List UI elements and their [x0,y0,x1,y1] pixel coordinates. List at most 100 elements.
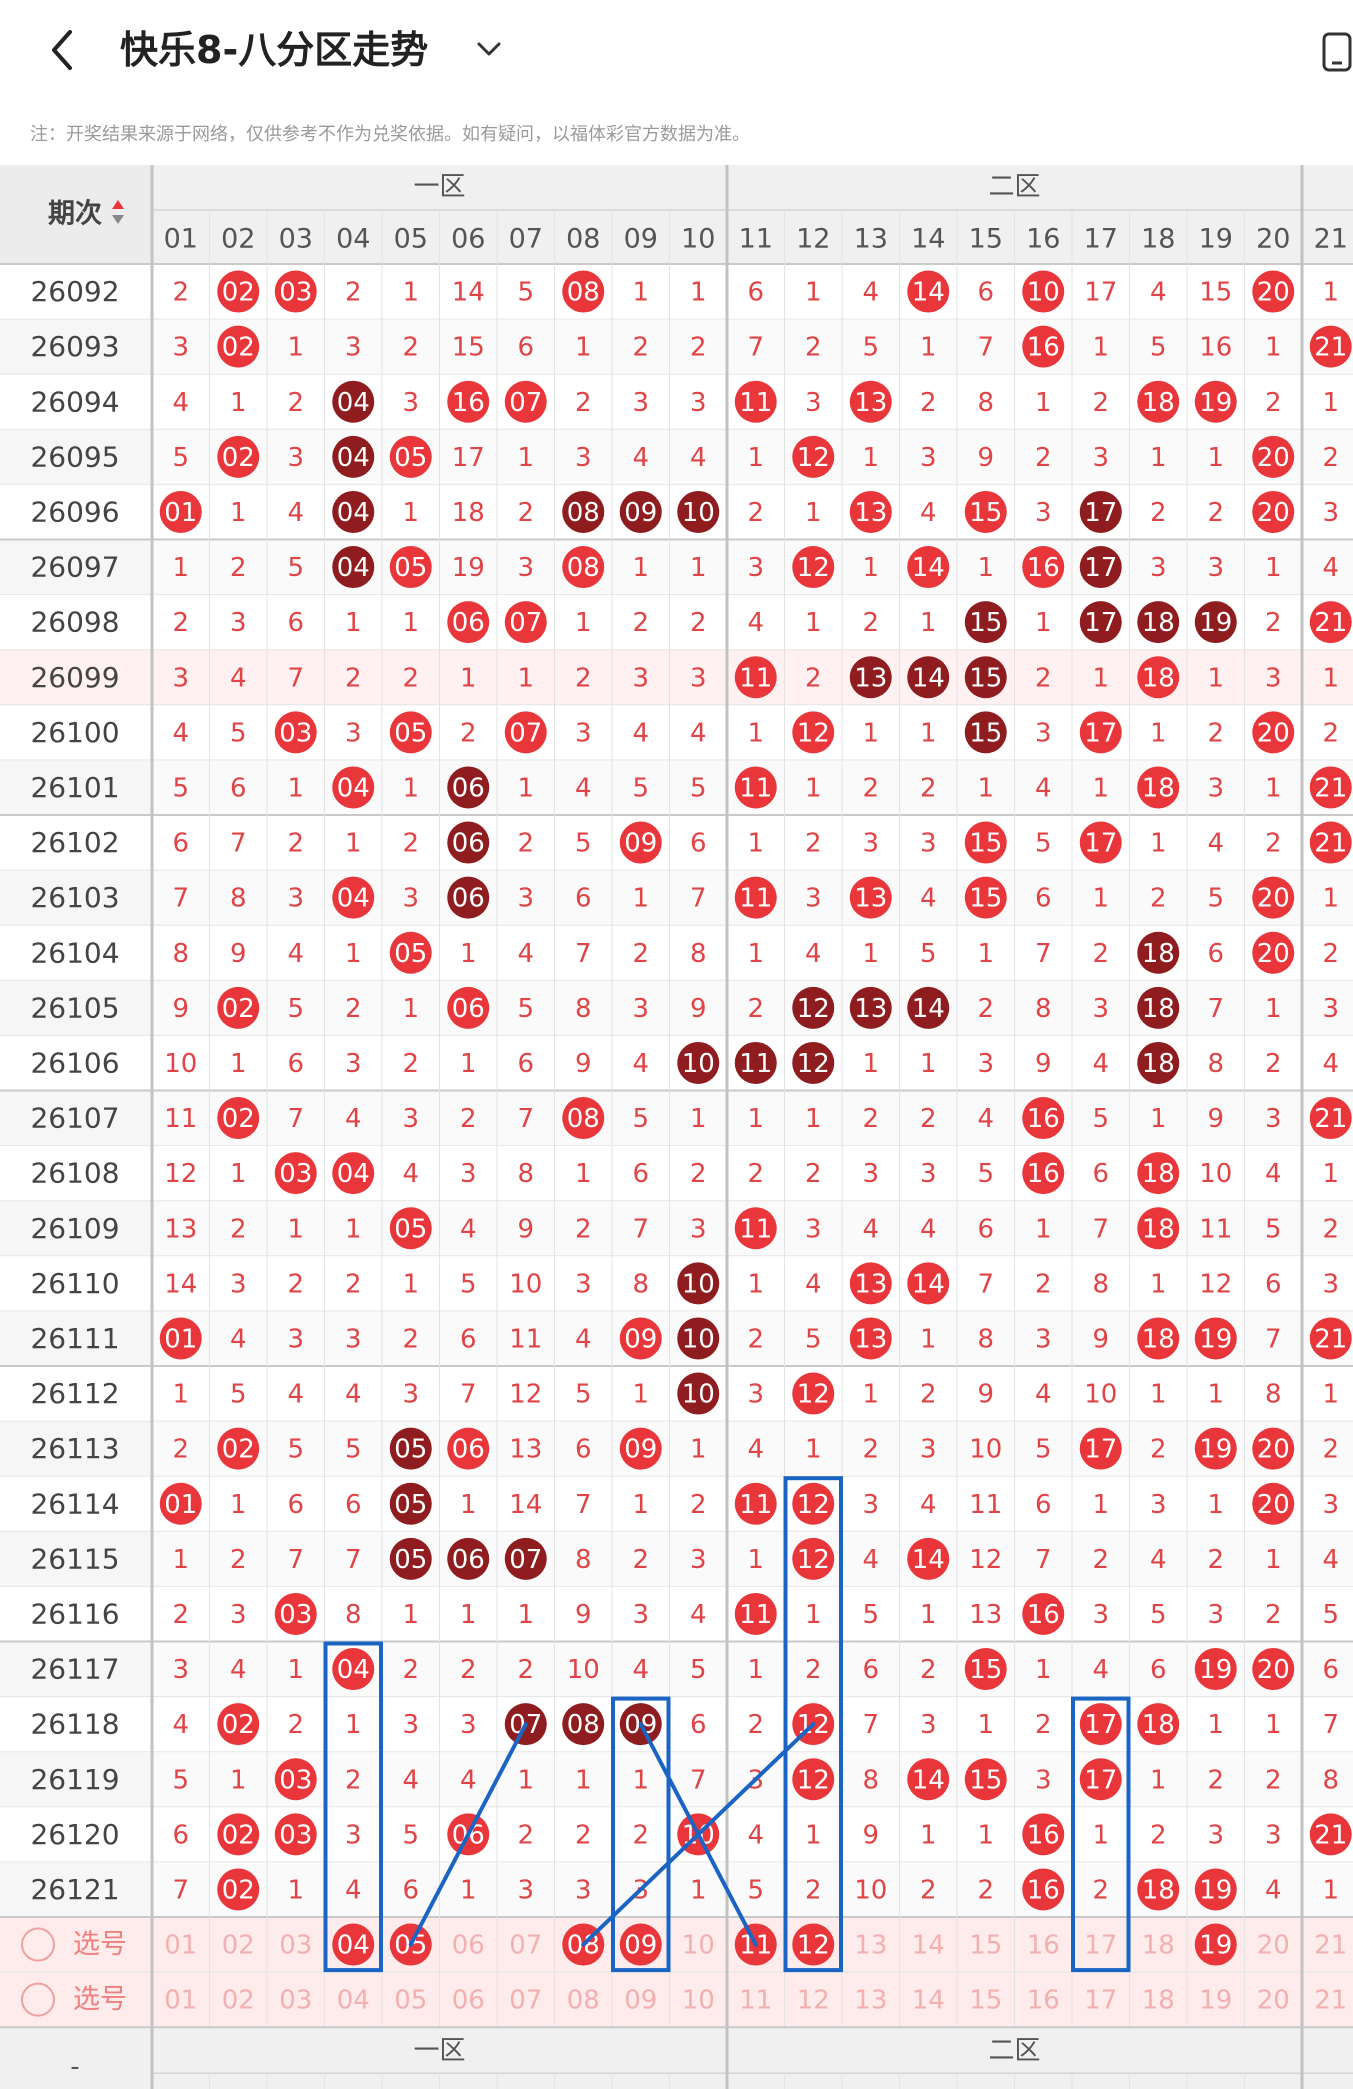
miss-count: 8 [862,1765,879,1795]
select-number[interactable]: 10 [682,1986,715,2016]
column-header-19: 19 [1199,224,1233,255]
miss-count: 3 [1265,663,1282,693]
select-number[interactable]: 18 [1142,1931,1175,1961]
ball-number: 12 [797,718,830,748]
selected-number[interactable]: 04 [337,1931,370,1961]
select-row[interactable]: 选号 01 02 03 04 05 06 07 08 09 10 11 12 13 14 15 16 17 18 19… [21,1923,1347,1966]
ball-number: 14 [912,1765,945,1795]
select-number[interactable]: 13 [854,1931,887,1961]
selected-ball[interactable] [619,1923,662,1966]
period-number: 26093 [30,330,119,363]
miss-count: 5 [632,1104,649,1134]
select-number[interactable]: 09 [624,1986,657,2016]
select-number[interactable]: 20 [1257,1931,1290,1961]
select-number[interactable]: 17 [1084,1931,1117,1961]
ball-number: 09 [624,1435,657,1465]
select-number[interactable]: 13 [854,1986,887,2016]
select-row[interactable]: 选号 01 02 03 04 05 06 07 08 09 10 11 12 13 14 15 16 17 18 19… [21,1982,1347,2017]
select-number[interactable]: 14 [912,1931,945,1961]
select-number[interactable]: 12 [797,1986,830,2016]
selected-ball[interactable] [332,1923,375,1966]
select-number[interactable]: 21 [1314,1986,1347,2016]
select-number[interactable]: 19 [1199,1986,1232,2016]
chevron-left-icon[interactable] [40,26,88,74]
ball-number: 06 [452,994,485,1024]
miss-count: 1 [1322,663,1339,693]
period-number: 26100 [30,716,119,749]
select-number[interactable]: 05 [394,1986,427,2016]
number-ball [1252,435,1295,478]
period-number: 26107 [30,1102,119,1135]
select-number[interactable]: 01 [164,1986,197,2016]
select-number[interactable]: 15 [969,1986,1002,2016]
select-number[interactable]: 21 [1314,1931,1347,1961]
selected-ball[interactable] [1194,1923,1237,1966]
ball-number: 04 [337,1159,370,1189]
select-number[interactable]: 16 [1027,1931,1060,1961]
select-number[interactable]: 06 [452,1986,485,2016]
select-number[interactable]: 02 [222,1986,255,2016]
select-number[interactable]: 01 [164,1931,197,1961]
miss-count: 5 [977,1159,994,1189]
miss-count: 3 [575,1269,592,1299]
select-number[interactable]: 14 [912,1986,945,2016]
period-column-header[interactable]: 期次 [48,199,102,230]
period-number: 26111 [30,1322,119,1355]
sort-arrows-icon[interactable] [112,200,124,224]
miss-count: 1 [1150,1765,1167,1795]
select-number[interactable]: 15 [969,1931,1002,1961]
miss-count: 6 [287,608,304,638]
miss-count: 3 [1150,1490,1167,1520]
select-number[interactable]: 07 [509,1931,542,1961]
period-number: 26099 [30,661,119,694]
select-number[interactable]: 16 [1027,1986,1060,2016]
ball-number: 06 [452,884,485,914]
number-ball [792,435,835,478]
select-number[interactable]: 07 [509,1986,542,2016]
miss-count: 4 [1150,1545,1167,1575]
select-number[interactable]: 03 [279,1986,312,2016]
select-number[interactable]: 17 [1084,1986,1117,2016]
miss-count: 2 [1322,443,1339,473]
ball-number: 20 [1257,1490,1290,1520]
miss-count: 1 [1150,829,1167,859]
select-number[interactable]: 02 [222,1931,255,1961]
miss-count: 1 [230,1490,247,1520]
selected-number[interactable]: 19 [1199,1931,1232,1961]
select-number[interactable]: 18 [1142,1986,1175,2016]
number-ball [332,490,375,533]
selected-number[interactable]: 09 [624,1931,657,1961]
miss-count: 1 [862,939,879,969]
phone-icon[interactable] [1318,30,1353,74]
radio-circle-icon[interactable] [21,1982,55,2017]
ball-number: 21 [1314,1104,1347,1134]
number-ball [1079,821,1122,864]
miss-count: 2 [690,608,707,638]
selected-number[interactable]: 12 [797,1931,830,1961]
miss-count: 5 [345,1435,362,1465]
radio-circle-icon[interactable] [21,1927,55,1962]
miss-count: 3 [1207,1820,1224,1850]
chevron-down-icon[interactable] [474,34,504,64]
miss-count: 8 [1207,1049,1224,1079]
miss-count: 3 [690,1545,707,1575]
select-number[interactable]: 04 [337,1986,370,2016]
table-row: 26114 01 1 6 6 05 1 14 7 1 2 11 12 3 4 11 6 1 3 1 20 3 [30,1482,1339,1525]
number-ball [907,1758,950,1801]
miss-count: 9 [575,1049,592,1079]
miss-count: 4 [632,1049,649,1079]
select-number[interactable]: 03 [279,1931,312,1961]
number-ball [389,711,432,754]
number-ball [1252,711,1295,754]
select-number[interactable]: 06 [452,1931,485,1961]
select-number[interactable]: 11 [739,1986,772,2016]
ball-number: 15 [969,829,1002,859]
select-number[interactable]: 20 [1257,1986,1290,2016]
ball-number: 11 [739,1490,772,1520]
zone-label-2-bottom: 二区 [988,2036,1040,2066]
select-number[interactable]: 10 [682,1931,715,1961]
selected-ball[interactable] [792,1923,835,1966]
select-number[interactable]: 08 [567,1986,600,2016]
highlight-box-col-12 [783,1476,843,1973]
miss-count: 2 [1092,1875,1109,1905]
